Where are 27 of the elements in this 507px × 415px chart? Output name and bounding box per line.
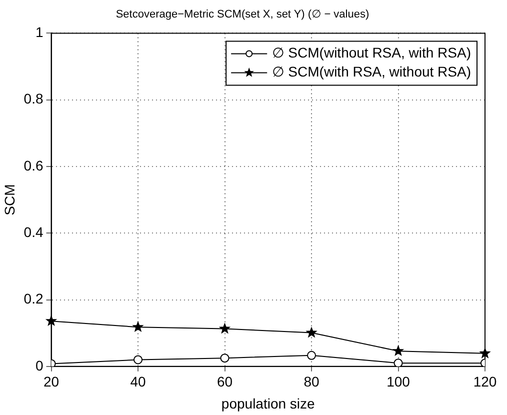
point — [307, 350, 316, 360]
y-tick-label: 0.4 — [24, 224, 44, 240]
legend-label: ∅ SCM(with RSA, without RSA) — [272, 64, 471, 80]
point — [393, 346, 404, 356]
x-tick-label: 20 — [43, 374, 60, 390]
point — [132, 322, 144, 332]
legend-label: ∅ SCM(without RSA, with RSA) — [272, 44, 471, 61]
x-tick-label: 100 — [386, 374, 410, 390]
x-tick-label: 40 — [130, 374, 146, 390]
point — [480, 348, 490, 358]
x-tick-label: 80 — [304, 374, 320, 390]
x-axis-title: population size — [221, 395, 316, 412]
y-tick-label: 1 — [35, 24, 44, 40]
x-tick-label: 120 — [473, 374, 497, 390]
y-tick-label: 0.8 — [24, 90, 44, 107]
point — [306, 327, 317, 338]
y-tick-label: 0.2 — [24, 290, 44, 307]
y-axis-title: SCM — [1, 184, 18, 216]
y-tick-label: 0.6 — [24, 157, 44, 174]
point — [394, 358, 403, 366]
point — [220, 354, 230, 363]
point — [46, 316, 56, 326]
point — [134, 355, 143, 364]
y-tick-label: 0 — [35, 357, 44, 374]
point — [220, 323, 230, 334]
x-tick-label: 60 — [216, 374, 233, 390]
chart-title: Setcoverage−Metric SCM(set X, set Y) (∅ − values) — [116, 8, 370, 21]
